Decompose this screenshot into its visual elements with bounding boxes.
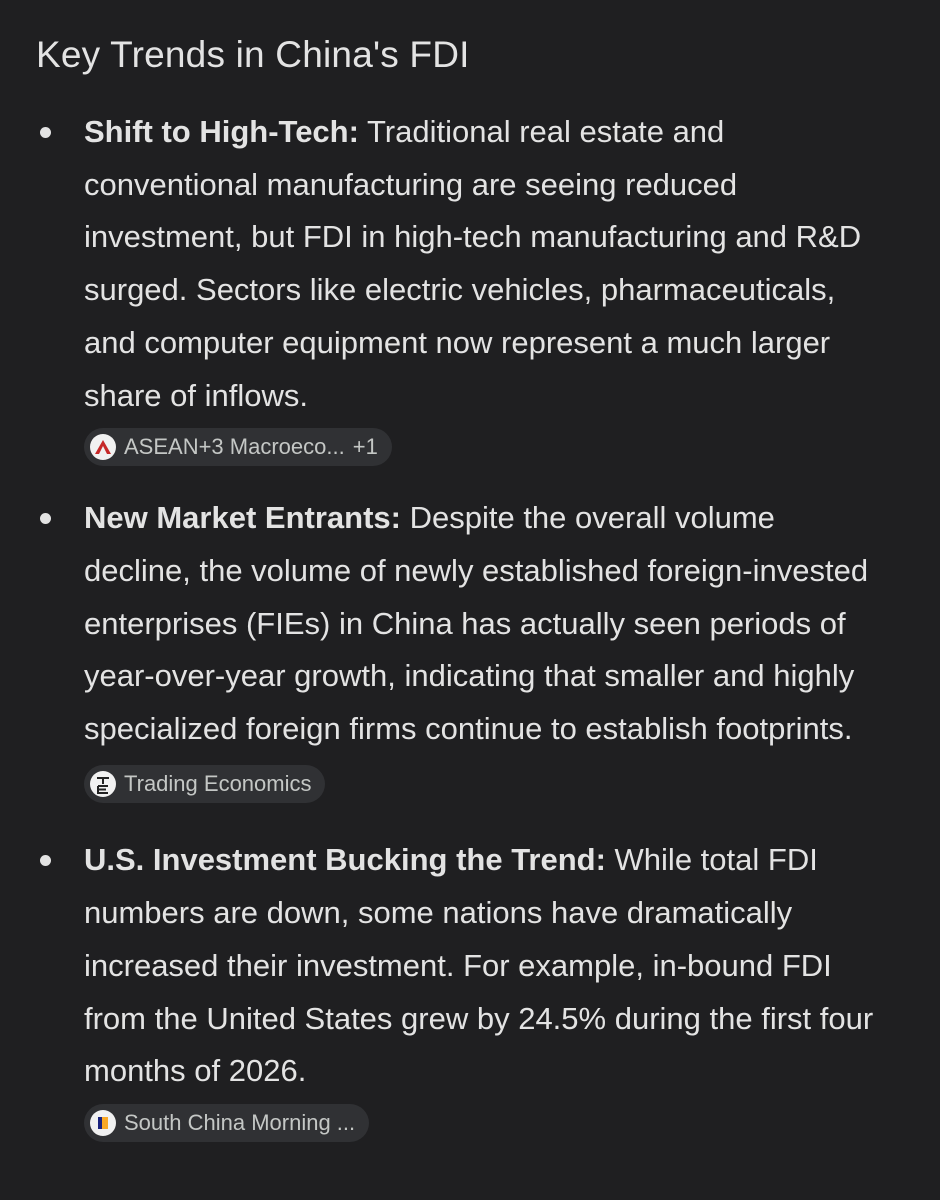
source-chip[interactable]: ASEAN+3 Macroeco... +1: [84, 428, 392, 467]
source-icon: [90, 1109, 116, 1136]
trend-list: Shift to High-Tech: Traditional real est…: [36, 106, 904, 1142]
source-extra: +1: [352, 434, 378, 460]
list-item: U.S. Investment Bucking the Trend: While…: [36, 834, 874, 1142]
item-text: Traditional real estate and conventional…: [84, 114, 862, 413]
bullet: [40, 513, 51, 525]
bullet: [40, 127, 51, 138]
source-name: South China Morning ...: [124, 1109, 356, 1135]
item-label: New Market Entrants:: [84, 500, 401, 536]
list-item: New Market Entrants: Despite the overall…: [36, 492, 874, 808]
bullet: [40, 855, 51, 867]
source-name: ASEAN+3 Macroeco...: [124, 434, 345, 460]
heading: Key Trends in China's FDI: [36, 34, 470, 75]
source-chip[interactable]: Trading Economics: [84, 764, 326, 803]
item-label: Shift to High-Tech:: [84, 114, 359, 149]
list-item: Shift to High-Tech: Traditional real est…: [36, 106, 874, 467]
source-icon: [90, 770, 116, 797]
item-text: While total FDI numbers are down, some n…: [84, 842, 874, 1089]
item-text: Despite the overall volume decline, the …: [84, 500, 869, 747]
source-icon: [90, 434, 116, 461]
response: Key Trends in China's FDI Shift to High-…: [36, 34, 904, 1142]
source-chip[interactable]: South China Morning ...: [84, 1103, 370, 1142]
item-label: U.S. Investment Bucking the Trend:: [84, 842, 606, 878]
source-name: Trading Economics: [124, 770, 312, 796]
